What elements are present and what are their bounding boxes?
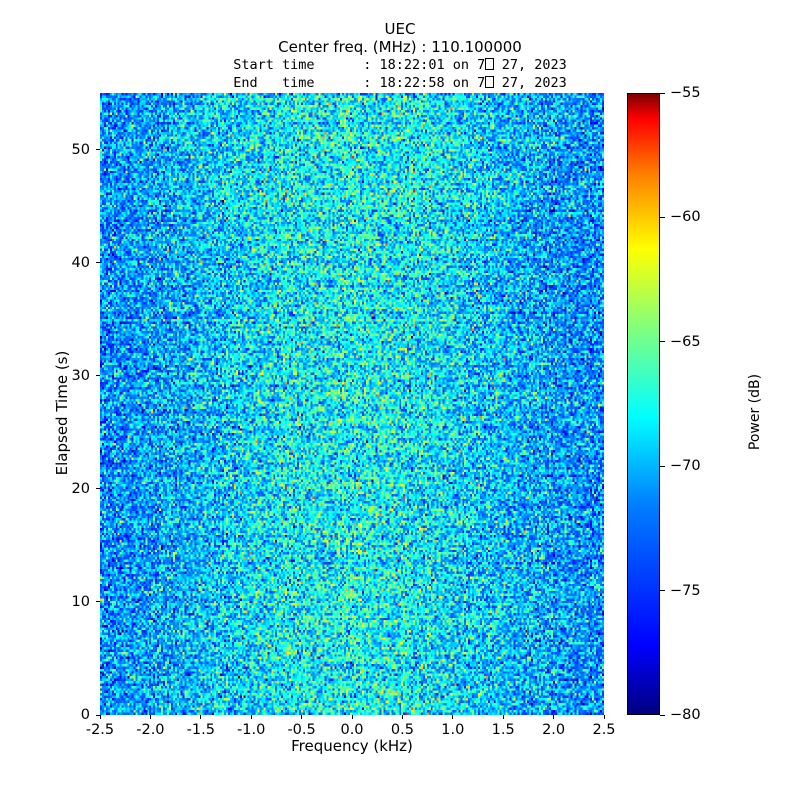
x-axis-label: Frequency (kHz) bbox=[291, 737, 413, 755]
x-tick-label: 2.5 bbox=[592, 722, 616, 738]
x-tick-mark bbox=[351, 715, 353, 719]
colorbar-tick-mark bbox=[660, 465, 665, 467]
x-tick-mark bbox=[502, 715, 504, 719]
colorbar-tick-label: −75 bbox=[670, 582, 701, 599]
x-tick-label: 1.0 bbox=[441, 722, 465, 738]
y-tick-mark bbox=[96, 262, 100, 264]
power-colorbar bbox=[627, 93, 660, 715]
y-tick-label: 0 bbox=[80, 707, 90, 723]
x-tick-label: 1.5 bbox=[491, 722, 515, 738]
title-line-center-freq: Center freq. (MHz) : 110.100000 bbox=[278, 38, 522, 56]
x-tick-mark bbox=[99, 715, 101, 719]
missing-glyph-icon bbox=[485, 58, 494, 71]
colorbar-tick-label: −70 bbox=[670, 458, 701, 475]
x-tick-label: 0.0 bbox=[340, 722, 364, 738]
x-tick-mark bbox=[452, 715, 454, 719]
y-tick-label: 30 bbox=[71, 367, 90, 384]
plot-title-block: UEC Center freq. (MHz) : 110.100000 Star… bbox=[0, 20, 800, 92]
y-tick-mark bbox=[96, 714, 100, 716]
colorbar-tick-label: −80 bbox=[670, 707, 701, 723]
y-tick-mark bbox=[96, 375, 100, 377]
title-line-station: UEC bbox=[384, 20, 416, 38]
colorbar-tick-mark bbox=[660, 341, 665, 343]
x-tick-mark bbox=[149, 715, 151, 719]
spectrogram-plot-area bbox=[100, 93, 604, 715]
missing-glyph-icon bbox=[485, 76, 494, 89]
y-tick-label: 10 bbox=[71, 593, 90, 610]
x-tick-label: 0.5 bbox=[390, 722, 414, 738]
x-tick-label: -0.5 bbox=[287, 722, 316, 738]
spectrogram-image bbox=[100, 93, 604, 715]
title-line-end-time: End time : 18:22:58 on 7 27, 2023 bbox=[233, 75, 567, 91]
colorbar-tick-mark bbox=[660, 714, 665, 716]
colorbar-tick-label: −60 bbox=[670, 209, 701, 226]
x-tick-mark bbox=[301, 715, 303, 719]
x-tick-mark bbox=[603, 715, 605, 719]
colorbar-tick-label: −65 bbox=[670, 333, 701, 350]
y-tick-mark bbox=[96, 488, 100, 490]
y-tick-label: 50 bbox=[71, 141, 90, 158]
colorbar-axis-label: Power (dB) bbox=[747, 373, 763, 451]
y-tick-mark bbox=[96, 601, 100, 603]
colorbar-tick-mark bbox=[660, 92, 665, 94]
x-tick-label: -2.0 bbox=[136, 722, 165, 738]
x-tick-mark bbox=[250, 715, 252, 719]
x-tick-mark bbox=[401, 715, 403, 719]
title-line-start-time: Start time : 18:22:01 on 7 27, 2023 bbox=[233, 57, 567, 73]
y-tick-mark bbox=[96, 149, 100, 151]
x-tick-mark bbox=[200, 715, 202, 719]
x-tick-label: 2.0 bbox=[542, 722, 566, 738]
y-axis-label: Elapsed Time (s) bbox=[53, 350, 71, 476]
colorbar-tick-mark bbox=[660, 590, 665, 592]
x-tick-mark bbox=[553, 715, 555, 719]
colorbar-tick-mark bbox=[660, 216, 665, 218]
x-tick-label: -1.0 bbox=[237, 722, 266, 738]
y-tick-label: 20 bbox=[71, 480, 90, 497]
y-tick-label: 40 bbox=[71, 254, 90, 271]
x-tick-label: -2.5 bbox=[85, 722, 115, 738]
colorbar-tick-label: −55 bbox=[670, 85, 701, 101]
colorbar-ticks: −55 −60 −65 −70 −75 −80 bbox=[627, 85, 787, 723]
x-tick-label: -1.5 bbox=[186, 722, 215, 738]
